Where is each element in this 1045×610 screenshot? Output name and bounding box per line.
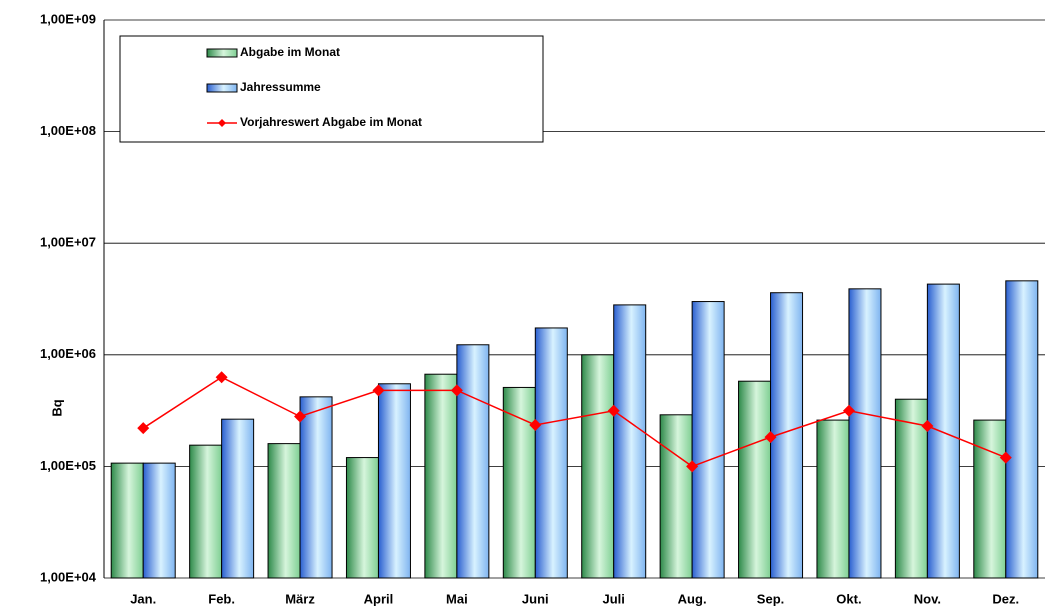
- bar: [848, 288, 882, 579]
- bar: [221, 418, 255, 579]
- y-tick-label: 1,00E+08: [40, 123, 96, 138]
- bar: [377, 383, 411, 579]
- legend-label: Abgabe im Monat: [240, 45, 340, 59]
- bar: [345, 457, 379, 579]
- legend-swatch: [206, 83, 238, 93]
- bar: [1005, 280, 1039, 579]
- y-tick-label: 1,00E+07: [40, 235, 96, 250]
- bar: [973, 419, 1007, 579]
- legend-marker: [218, 119, 226, 127]
- legend-label: Vorjahreswert Abgabe im Monat: [240, 115, 422, 129]
- bar: [926, 283, 960, 579]
- bar: [738, 380, 772, 579]
- bar: [691, 301, 725, 579]
- bar: [894, 398, 928, 579]
- bar: [613, 304, 647, 579]
- x-tick-label: Feb.: [208, 591, 235, 606]
- x-tick-label: März: [285, 591, 315, 606]
- bar: [424, 373, 458, 579]
- x-tick-label: Okt.: [836, 591, 861, 606]
- marker: [921, 420, 934, 433]
- x-tick-label: Aug.: [678, 591, 707, 606]
- marker: [607, 404, 620, 417]
- bar: [534, 327, 568, 579]
- y-axis-label: Bq: [49, 399, 64, 416]
- x-tick-label: Juni: [522, 591, 549, 606]
- x-tick-label: Juli: [603, 591, 625, 606]
- y-tick-label: 1,00E+04: [40, 569, 97, 584]
- bar: [189, 444, 223, 579]
- marker: [294, 410, 307, 423]
- marker: [999, 451, 1012, 464]
- bar: [142, 462, 176, 579]
- bar: [299, 396, 333, 579]
- bar: [267, 443, 301, 579]
- bar: [816, 419, 850, 579]
- bar: [110, 462, 144, 579]
- y-tick-label: 1,00E+06: [40, 346, 96, 361]
- marker: [686, 460, 699, 473]
- bar: [659, 414, 693, 579]
- x-tick-label: Sep.: [757, 591, 784, 606]
- legend-label: Jahressumme: [240, 80, 321, 94]
- bar: [456, 344, 490, 579]
- marker: [529, 418, 542, 431]
- x-tick-label: Dez.: [992, 591, 1019, 606]
- marker: [215, 371, 228, 384]
- marker: [372, 384, 385, 397]
- marker: [450, 384, 463, 397]
- x-tick-label: April: [364, 591, 394, 606]
- x-tick-label: Nov.: [914, 591, 941, 606]
- legend-swatch: [206, 48, 238, 58]
- marker: [137, 422, 150, 435]
- legend-box: [119, 35, 544, 143]
- line: [142, 376, 1007, 468]
- x-tick-label: Mai: [446, 591, 468, 606]
- x-tick-label: Jan.: [130, 591, 156, 606]
- y-tick-label: 1,00E+09: [40, 11, 96, 26]
- marker: [842, 404, 855, 417]
- y-tick-label: 1,00E+05: [40, 458, 96, 473]
- bar: [502, 386, 536, 579]
- bar: [581, 354, 615, 579]
- marker: [764, 431, 777, 444]
